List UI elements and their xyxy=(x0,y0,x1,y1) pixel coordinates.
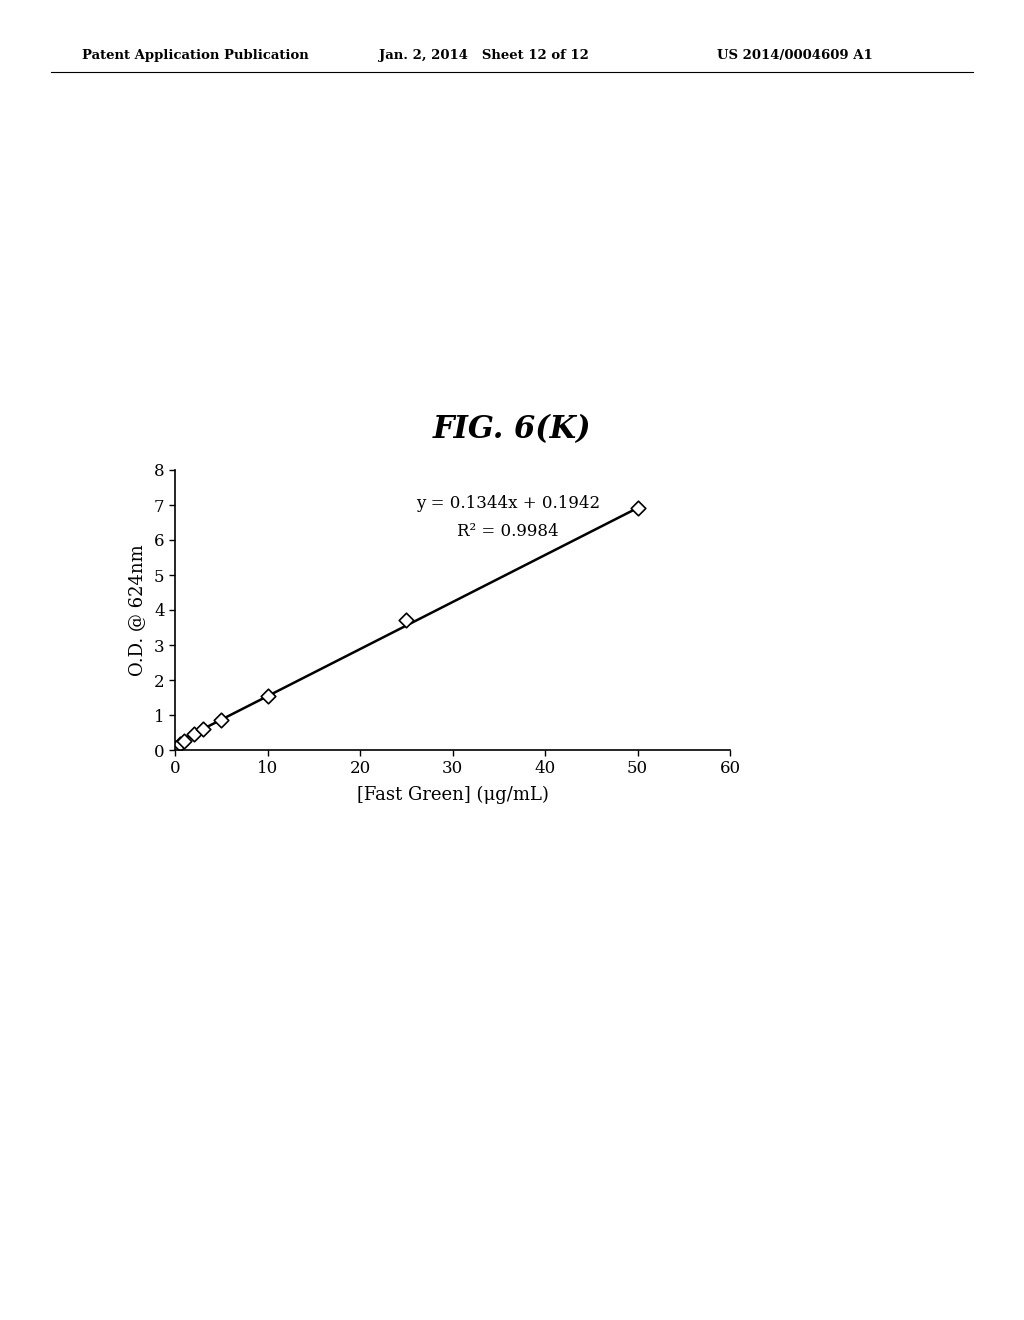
Point xyxy=(171,733,187,754)
Text: US 2014/0004609 A1: US 2014/0004609 A1 xyxy=(717,49,872,62)
Text: Patent Application Publication: Patent Application Publication xyxy=(82,49,308,62)
Point xyxy=(259,686,275,708)
X-axis label: [Fast Green] (μg/mL): [Fast Green] (μg/mL) xyxy=(356,785,549,804)
Text: FIG. 6(K): FIG. 6(K) xyxy=(433,414,591,445)
Point xyxy=(195,718,211,739)
Point xyxy=(167,738,183,759)
Point xyxy=(630,498,646,519)
Y-axis label: O.D. @ 624nm: O.D. @ 624nm xyxy=(128,544,145,676)
Point xyxy=(213,709,229,730)
Text: Jan. 2, 2014   Sheet 12 of 12: Jan. 2, 2014 Sheet 12 of 12 xyxy=(379,49,589,62)
Text: R² = 0.9984: R² = 0.9984 xyxy=(457,523,559,540)
Point xyxy=(398,610,415,631)
Text: y = 0.1344x + 0.1942: y = 0.1344x + 0.1942 xyxy=(416,495,600,512)
Point xyxy=(176,731,193,752)
Point xyxy=(185,723,202,744)
